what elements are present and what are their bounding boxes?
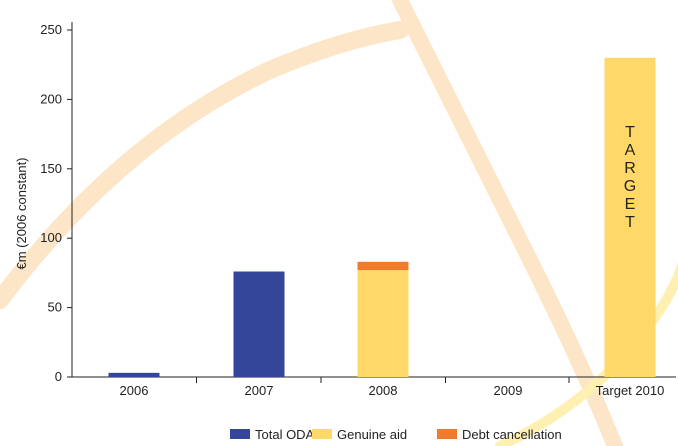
- background-arc-middle: [392, 0, 623, 446]
- legend-swatch-debt-cancellation: [437, 429, 457, 439]
- x-tick-label: 2009: [494, 383, 523, 398]
- bar-genuine-aid-2008: [357, 270, 409, 377]
- axes: 0 50 100 150 200 250 €m (2006 constant) 2006 200…: [14, 22, 676, 398]
- legend-swatch-total-oda: [230, 429, 250, 439]
- target-annotation-letter: T: [625, 124, 635, 141]
- bars: [108, 57, 656, 377]
- legend-label: Genuine aid: [337, 427, 407, 442]
- bar-genuine-aid-target-2010: [604, 57, 656, 377]
- bar-debt-cancellation-2008: [357, 261, 409, 271]
- x-tick-label: Target 2010: [596, 383, 665, 398]
- x-tick-label: 2008: [369, 383, 398, 398]
- bar-total-oda-2007: [233, 271, 285, 377]
- y-tick-label: 150: [40, 161, 62, 176]
- target-annotation-letter: R: [624, 160, 636, 177]
- bar-total-oda-2006: [108, 372, 160, 377]
- legend-label: Debt cancellation: [462, 427, 562, 442]
- y-tick-label: 250: [40, 22, 62, 37]
- background-arc-left: [0, 21, 409, 309]
- y-axis-title: €m (2006 constant): [14, 157, 29, 269]
- y-tick-label: 50: [48, 300, 62, 315]
- target-annotation-letter: G: [624, 178, 636, 195]
- target-annotation-letter: A: [625, 142, 636, 159]
- x-tick-label: 2006: [120, 383, 149, 398]
- x-tick-label: 2007: [245, 383, 274, 398]
- legend: Total ODA Genuine aid Debt cancellation: [230, 427, 562, 442]
- target-annotation-letter: E: [625, 196, 636, 213]
- y-tick-label: 100: [40, 230, 62, 245]
- legend-swatch-genuine-aid: [312, 429, 332, 439]
- y-tick-label: 0: [55, 369, 62, 384]
- target-annotation-letter: T: [625, 214, 635, 231]
- y-tick-label: 200: [40, 91, 62, 106]
- legend-label: Total ODA: [255, 427, 315, 442]
